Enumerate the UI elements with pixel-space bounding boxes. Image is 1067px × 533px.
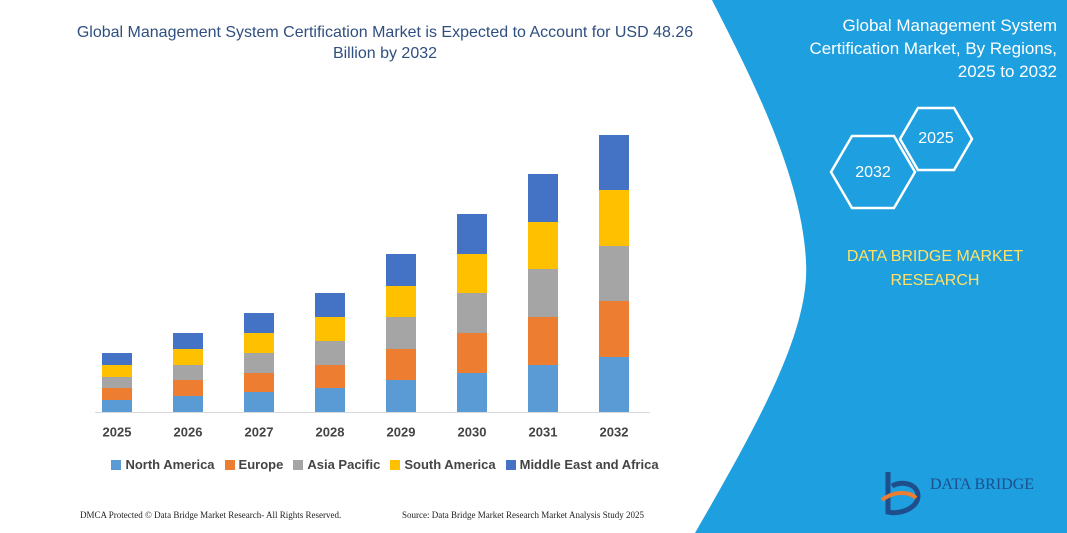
bar-segment: [315, 365, 345, 388]
legend-swatch: [390, 459, 401, 470]
bar-segment: [528, 174, 558, 222]
legend-item: North America: [111, 457, 215, 472]
hex-label: 2032: [855, 164, 891, 181]
bars: 2025 2026 2027 2028 2029 2030 2031 2032: [102, 135, 629, 439]
legend-item: South America: [390, 457, 496, 472]
x-tick-label: 2025: [103, 424, 132, 439]
bar-segment: [173, 349, 203, 365]
bar-segment: [173, 365, 203, 380]
legend-swatch: [505, 459, 516, 470]
hexagon: [898, 106, 974, 172]
legend-label: North America: [125, 457, 215, 472]
bar-segment: [386, 254, 416, 286]
bar-segment: [457, 254, 487, 293]
bar-segment: [457, 333, 487, 373]
x-tick-label: 2029: [387, 424, 416, 439]
bar-segment: [244, 333, 274, 353]
legend-item: Middle East and Africa: [505, 457, 659, 472]
bar-segment: [457, 214, 487, 254]
bar-segment: [528, 317, 558, 365]
bar-segment: [599, 135, 629, 190]
bar-segment: [457, 373, 487, 412]
bar-segment: [102, 365, 132, 377]
bar-segment: [457, 293, 487, 333]
x-tick-label: 2031: [529, 424, 558, 439]
bar-segment: [173, 396, 203, 412]
bar-segment: [244, 313, 274, 333]
panel-title: Global Management System Certification M…: [809, 16, 1057, 81]
legend-swatch: [293, 459, 304, 470]
side-panel: [695, 0, 1067, 533]
footer-left: DMCA Protected © Data Bridge Market Rese…: [80, 510, 342, 520]
legend-label: Asia Pacific: [307, 457, 381, 472]
x-tick-label: 2028: [316, 424, 345, 439]
bar-segment: [315, 317, 345, 341]
legend-swatch: [111, 459, 122, 470]
bar-segment: [599, 357, 629, 412]
bar-segment: [386, 380, 416, 412]
logo-icon: [880, 491, 918, 502]
legend-label: South America: [404, 457, 496, 472]
bar-segment: [315, 341, 345, 365]
bar-segment: [386, 286, 416, 317]
bar-segment: [528, 269, 558, 317]
hexagon: [829, 134, 917, 210]
bar-segment: [244, 392, 274, 412]
bar-segment: [599, 301, 629, 357]
bar-segment: [102, 388, 132, 400]
logo-text: DATA BRIDGE: [930, 476, 1035, 493]
bar-segment: [102, 377, 132, 388]
x-tick-label: 2027: [245, 424, 274, 439]
bar-segment: [102, 353, 132, 365]
legend-item: Asia Pacific: [293, 457, 380, 472]
legend: North America Europe Asia Pacific South Ame…: [60, 457, 710, 472]
x-tick-label: 2030: [458, 424, 487, 439]
bar-segment: [528, 365, 558, 412]
bar-segment: [315, 388, 345, 412]
legend-label: Middle East and Africa: [519, 457, 659, 472]
bar-segment: [244, 353, 274, 373]
x-tick-label: 2032: [600, 424, 629, 439]
footer-right: Source: Data Bridge Market Research Mark…: [402, 510, 644, 520]
legend-swatch: [224, 459, 235, 470]
x-tick-label: 2026: [174, 424, 203, 439]
bar-segment: [102, 400, 132, 412]
bar-segment: [315, 293, 345, 317]
bar-segment: [173, 380, 203, 396]
bar-segment: [599, 246, 629, 301]
logo-icon: [885, 472, 921, 516]
bar-segment: [528, 222, 558, 269]
bar-segment: [244, 373, 274, 392]
bar-segment: [599, 190, 629, 246]
legend-item: Europe: [224, 457, 284, 472]
bar-segment: [386, 317, 416, 349]
hex-label: 2025: [918, 130, 954, 147]
bar-segment: [386, 349, 416, 380]
brand: DATA BRIDGE MARKET RESEARCH: [846, 248, 1024, 289]
chart-title: Global Management System Certification M…: [76, 24, 694, 62]
bar-segment: [173, 333, 203, 349]
legend-label: Europe: [238, 457, 284, 472]
